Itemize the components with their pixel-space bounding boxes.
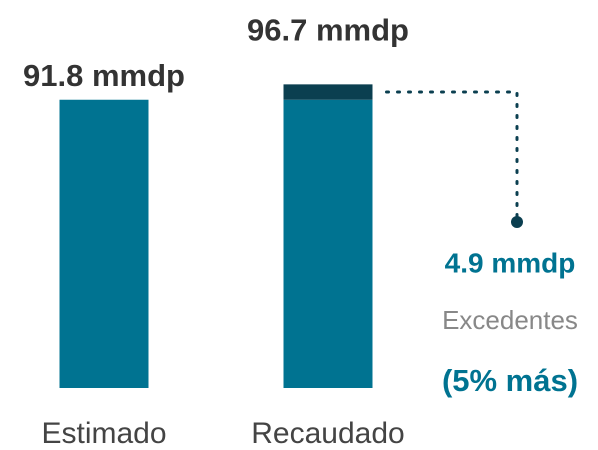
- connector-dot: [511, 216, 523, 228]
- connector: [385, 90, 519, 224]
- total-label: 96.7 mmdp: [247, 13, 409, 48]
- bar-segment: [59, 99, 149, 389]
- bar-segment: [283, 84, 373, 100]
- x-tick-label: Recaudado: [251, 417, 404, 450]
- excess-label: 4.9 mmdp: [445, 247, 576, 278]
- x-tick-label: Estimado: [41, 417, 166, 450]
- annotation: (5% más): [442, 363, 578, 398]
- bar-segment: [283, 99, 373, 389]
- total-label: 91.8 mmdp: [23, 58, 185, 93]
- excess-name: Excedentes: [442, 305, 578, 335]
